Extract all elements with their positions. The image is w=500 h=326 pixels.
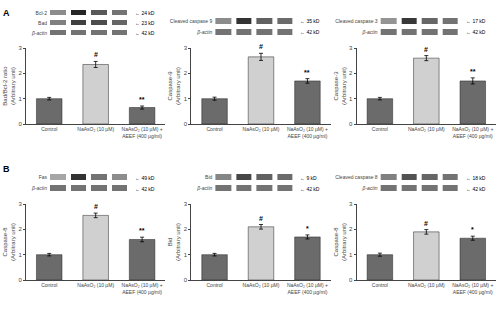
svg-text:← 42 kD: ← 42 kD [466, 29, 486, 35]
svg-text:#: # [94, 203, 98, 210]
svg-text:← 24 kD: ← 24 kD [135, 10, 155, 16]
svg-text:Control: Control [372, 126, 388, 132]
svg-text:2: 2 [184, 226, 188, 232]
svg-text:β-actin: β-actin [196, 29, 212, 35]
svg-text:NaAsO₂ (10 µM) +AEEF (400 µg/m: NaAsO₂ (10 µM) +AEEF (400 µg/ml) [287, 126, 328, 139]
svg-text:Caspase-8(Arbitrary unit): Caspase-8(Arbitrary unit) [2, 223, 16, 261]
svg-text:2: 2 [18, 70, 22, 76]
svg-text:β-actin: β-actin [31, 185, 47, 191]
svg-text:← 49 kD: ← 49 kD [135, 175, 155, 181]
svg-text:3: 3 [184, 45, 188, 51]
svg-text:A: A [3, 8, 10, 18]
svg-text:NaAsO₂ (10 µM) +AEEF (400 µg/m: NaAsO₂ (10 µM) +AEEF (400 µg/ml) [452, 282, 493, 295]
svg-text:3: 3 [349, 201, 353, 207]
svg-text:β-actin: β-actin [196, 185, 212, 191]
svg-text:0: 0 [184, 121, 188, 127]
svg-text:← 42 kD: ← 42 kD [135, 186, 155, 192]
svg-text:1: 1 [184, 252, 188, 258]
svg-text:3: 3 [349, 45, 353, 51]
svg-text:← 23 kD: ← 23 kD [135, 20, 155, 26]
svg-text:NaAsO₂ (10 µM): NaAsO₂ (10 µM) [243, 126, 280, 132]
svg-text:1: 1 [349, 252, 353, 258]
svg-text:Caspase-3(Arbitrary unit): Caspase-3(Arbitrary unit) [333, 67, 347, 105]
svg-text:NaAsO₂ (10 µM): NaAsO₂ (10 µM) [77, 126, 114, 132]
svg-text:1: 1 [349, 96, 353, 102]
svg-text:2: 2 [18, 226, 22, 232]
svg-text:#: # [94, 51, 98, 58]
svg-text:3: 3 [18, 201, 22, 207]
svg-text:3: 3 [184, 201, 188, 207]
svg-text:← 18 kD: ← 18 kD [466, 175, 486, 181]
svg-text:NaAsO₂ (10 µM) +AEEF (400 µg/m: NaAsO₂ (10 µM) +AEEF (400 µg/ml) [122, 126, 163, 139]
svg-text:← 9 kD: ← 9 kD [300, 175, 317, 181]
svg-text:NaAsO₂ (10 µM) +AEEF (400 µg/m: NaAsO₂ (10 µM) +AEEF (400 µg/ml) [287, 282, 328, 295]
svg-text:Bad/Bcl-2 ratio(Arbitrary unit: Bad/Bcl-2 ratio(Arbitrary unit) [2, 66, 16, 106]
svg-text:**: ** [139, 96, 145, 103]
svg-text:NaAsO₂ (10 µM): NaAsO₂ (10 µM) [77, 282, 114, 288]
svg-text:Fas: Fas [39, 174, 48, 180]
svg-text:Control: Control [41, 126, 57, 132]
svg-text:0: 0 [349, 277, 353, 283]
svg-text:NaAsO₂ (10 µM): NaAsO₂ (10 µM) [408, 126, 445, 132]
svg-text:2: 2 [349, 226, 353, 232]
svg-text:#: # [259, 215, 263, 222]
svg-text:#: # [424, 46, 428, 53]
svg-text:NaAsO₂ (10 µM): NaAsO₂ (10 µM) [408, 282, 445, 288]
svg-text:← 17 kD: ← 17 kD [466, 18, 486, 24]
svg-text:0: 0 [349, 121, 353, 127]
svg-text:Caspase-8(Arbitrary unit): Caspase-8(Arbitrary unit) [333, 223, 347, 261]
svg-text:1: 1 [18, 252, 22, 258]
svg-text:NaAsO₂ (10 µM) +AEEF (400 µg/m: NaAsO₂ (10 µM) +AEEF (400 µg/ml) [452, 126, 493, 139]
svg-text:β-actin: β-actin [362, 29, 378, 35]
svg-text:*: * [471, 226, 474, 233]
svg-text:2: 2 [349, 70, 353, 76]
svg-text:Control: Control [372, 282, 388, 288]
svg-text:Bid: Bid [205, 174, 212, 180]
svg-text:Control: Control [206, 282, 222, 288]
svg-text:2: 2 [184, 70, 188, 76]
svg-text:Cleaved caspase 8: Cleaved caspase 8 [335, 174, 378, 180]
svg-text:Caspase-9(Arbitrary unit): Caspase-9(Arbitrary unit) [167, 67, 181, 105]
svg-text:β-actin: β-actin [362, 185, 378, 191]
svg-text:← 42 kD: ← 42 kD [135, 30, 155, 36]
svg-text:**: ** [304, 69, 310, 76]
svg-text:#: # [424, 220, 428, 227]
svg-text:← 35 kD: ← 35 kD [300, 18, 320, 24]
svg-text:NaAsO₂ (10 µM) +AEEF (400 µg/m: NaAsO₂ (10 µM) +AEEF (400 µg/ml) [122, 282, 163, 295]
svg-text:β-actin: β-actin [31, 30, 47, 36]
svg-text:Bcl-2: Bcl-2 [36, 10, 48, 16]
svg-text:*: * [306, 225, 309, 232]
svg-text:Bad: Bad [38, 20, 47, 26]
svg-text:**: ** [470, 68, 476, 75]
svg-text:Control: Control [41, 282, 57, 288]
svg-text:Cleaved caspase 3: Cleaved caspase 3 [335, 18, 378, 24]
svg-text:Control: Control [206, 126, 222, 132]
svg-text:#: # [259, 43, 263, 50]
svg-text:0: 0 [18, 277, 22, 283]
svg-text:← 42 kD: ← 42 kD [466, 186, 486, 192]
svg-text:← 42 kD: ← 42 kD [300, 29, 320, 35]
svg-text:B: B [3, 164, 10, 174]
svg-text:NaAsO₂ (10 µM): NaAsO₂ (10 µM) [243, 282, 280, 288]
svg-text:0: 0 [18, 121, 22, 127]
svg-text:1: 1 [184, 96, 188, 102]
svg-text:← 42 kD: ← 42 kD [300, 186, 320, 192]
svg-text:3: 3 [18, 45, 22, 51]
svg-text:**: ** [139, 227, 145, 234]
svg-text:1: 1 [18, 96, 22, 102]
svg-text:0: 0 [184, 277, 188, 283]
svg-text:Bid(Arbitrary unit): Bid(Arbitrary unit) [167, 223, 181, 261]
svg-text:Cleaved caspase 9: Cleaved caspase 9 [170, 18, 213, 24]
